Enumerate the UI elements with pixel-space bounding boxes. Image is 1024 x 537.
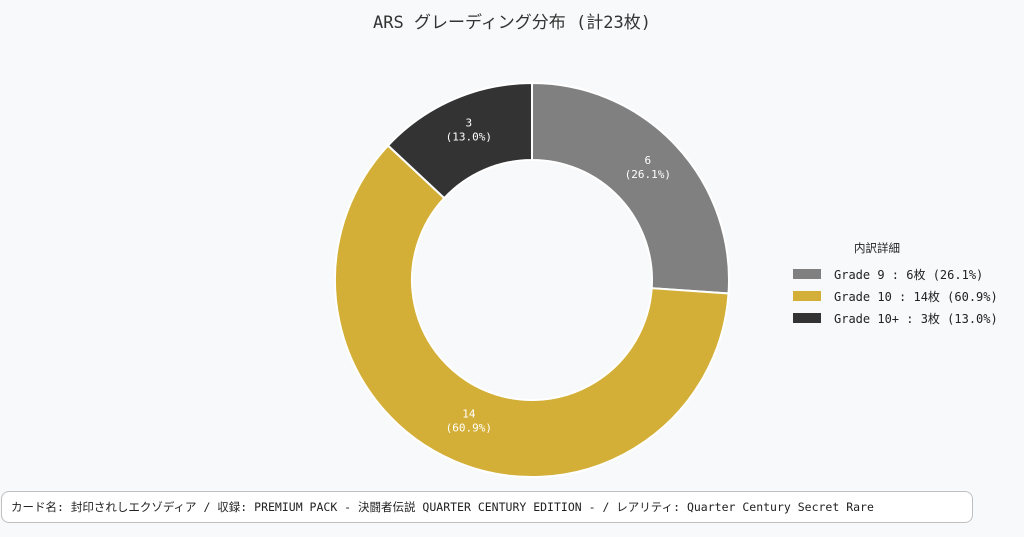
slice-count-label: 3: [466, 117, 473, 130]
donut-chart: 6 (26.1%) 14 (60.9%) 3 (13.0%): [334, 81, 730, 478]
slice-grade-10: [334, 144, 730, 478]
legend-label: Grade 10+ : 3枚 (13.0%): [834, 311, 998, 326]
slice-percent-label: (26.1%): [625, 168, 671, 181]
legend-swatch: [793, 291, 821, 301]
legend-swatch: [793, 269, 821, 279]
card-info-box: カード名: 封印されしエクゾディア / 収録: PREMIUM PACK - 決…: [1, 491, 973, 523]
slice-percent-label: (60.9%): [446, 421, 492, 434]
legend-item-grade-10: Grade 10 : 14枚 (60.9%): [793, 285, 1013, 307]
slice-grade-10-plus: [386, 81, 533, 200]
chart-title: ARS グレーディング分布 (計23枚): [373, 13, 651, 33]
legend-item-grade-9: Grade 9 : 6枚 (26.1%): [793, 263, 1013, 285]
slice-label-grade-10-plus: 3 (13.0%): [446, 117, 492, 144]
slice-percent-label: (13.0%): [446, 131, 492, 144]
slice-count-label: 6: [645, 154, 652, 167]
legend-label: Grade 9 : 6枚 (26.1%): [834, 267, 984, 282]
slice-count-label: 14: [462, 407, 476, 420]
slice-label-grade-9: 6 (26.1%): [625, 154, 671, 181]
legend: 内訳詳細 Grade 9 : 6枚 (26.1%) Grade 10 : 14枚…: [793, 240, 1013, 329]
legend-swatch: [793, 313, 821, 323]
slice-label-grade-10: 14 (60.9%): [446, 407, 492, 434]
legend-title: 内訳詳細: [854, 241, 900, 255]
card-info-text: カード名: 封印されしエクゾディア / 収録: PREMIUM PACK - 決…: [11, 500, 874, 514]
slice-grade-9: [531, 81, 730, 295]
legend-label: Grade 10 : 14枚 (60.9%): [834, 289, 998, 304]
legend-item-grade-10-plus: Grade 10+ : 3枚 (13.0%): [793, 307, 1013, 329]
